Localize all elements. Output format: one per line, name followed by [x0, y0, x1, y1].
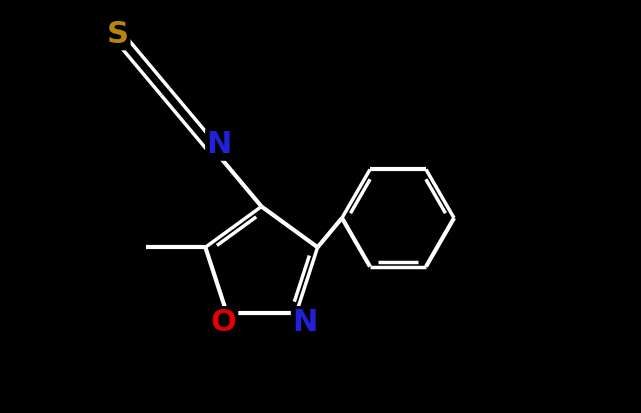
- Text: O: O: [211, 308, 237, 337]
- Text: N: N: [206, 130, 232, 159]
- Text: N: N: [292, 308, 318, 337]
- Text: S: S: [107, 20, 129, 49]
